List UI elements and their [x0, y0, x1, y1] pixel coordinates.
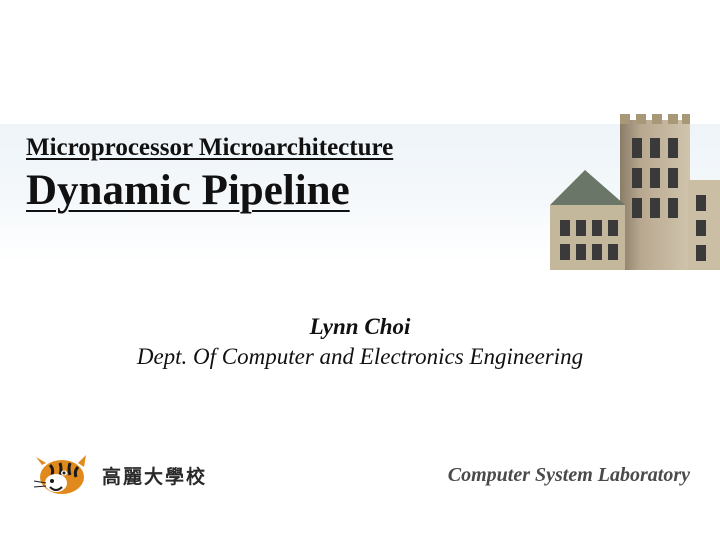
lecture-title: Dynamic Pipeline	[26, 166, 350, 215]
author-name: Lynn Choi	[0, 314, 720, 340]
university-name: 高麗大學校	[102, 462, 207, 489]
department-name: Dept. Of Computer and Electronics Engine…	[0, 344, 720, 370]
laboratory-name: Computer System Laboratory	[448, 464, 690, 487]
tiger-logo-icon	[30, 453, 90, 497]
course-subtitle: Microprocessor Microarchitecture	[26, 134, 393, 162]
footer-left: 高麗大學校	[30, 453, 207, 497]
footer: 高麗大學校 Computer System Laboratory	[0, 446, 720, 504]
building-illustration	[520, 110, 720, 270]
author-block: Lynn Choi Dept. Of Computer and Electron…	[0, 314, 720, 370]
